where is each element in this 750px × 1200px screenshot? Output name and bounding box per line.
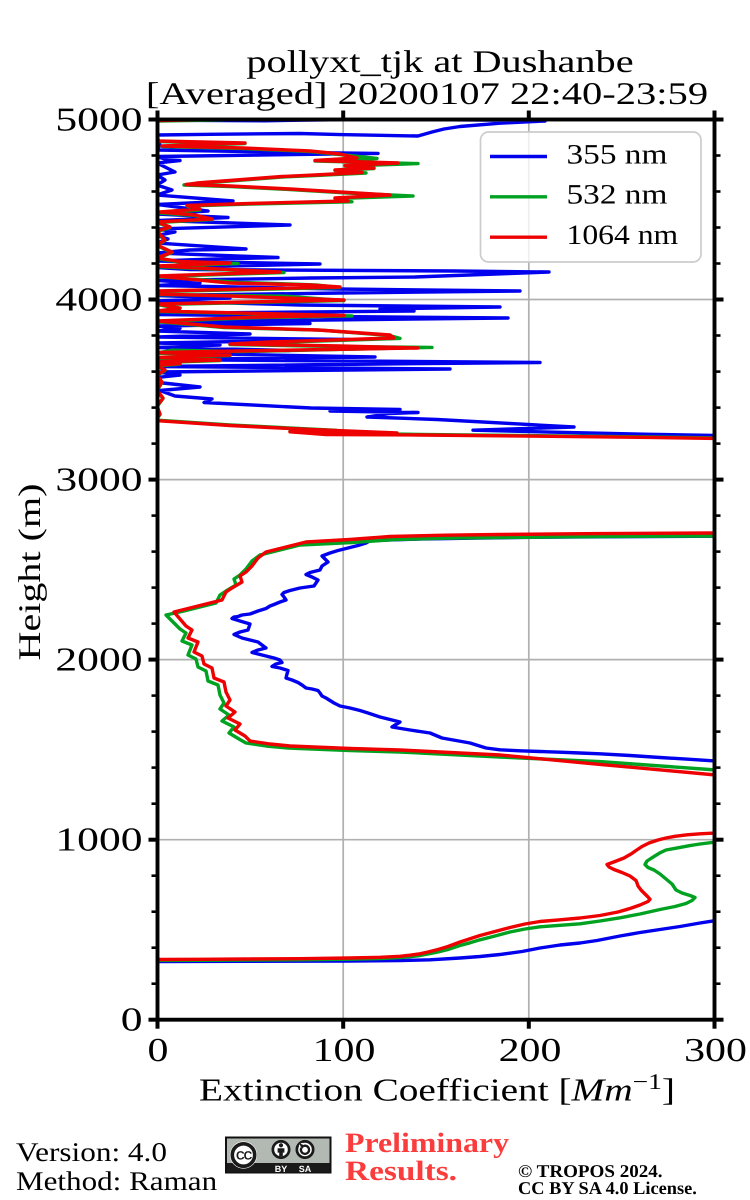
svg-text:2000: 2000 xyxy=(55,642,142,679)
svg-text:1000: 1000 xyxy=(55,822,142,859)
svg-text:CC: CC xyxy=(236,1149,253,1163)
svg-text:532 nm: 532 nm xyxy=(567,180,668,211)
svg-text:Version: 4.0: Version: 4.0 xyxy=(16,1137,167,1167)
svg-text:Method: Raman: Method: Raman xyxy=(16,1166,218,1196)
svg-text:1064 nm: 1064 nm xyxy=(567,220,679,251)
svg-text:Height (m): Height (m) xyxy=(12,484,47,661)
svg-text:200: 200 xyxy=(499,1032,562,1069)
svg-text:4000: 4000 xyxy=(55,282,142,319)
svg-text:© TROPOS 2024.: © TROPOS 2024. xyxy=(518,1161,663,1181)
svg-text:Extinction Coefficient [Mm−1]: Extinction Coefficient [Mm−1] xyxy=(199,1069,675,1108)
svg-text:100: 100 xyxy=(313,1032,376,1069)
svg-text:Results.: Results. xyxy=(345,1156,457,1187)
svg-text:CC BY SA 4.0 License.: CC BY SA 4.0 License. xyxy=(518,1178,697,1198)
svg-text:[Averaged] 20200107 22:40-23:5: [Averaged] 20200107 22:40-23:59 xyxy=(146,76,708,111)
svg-text:BY: BY xyxy=(275,1164,288,1174)
svg-text:0: 0 xyxy=(121,1002,143,1039)
svg-text:3000: 3000 xyxy=(55,462,142,499)
svg-text:SA: SA xyxy=(299,1164,312,1174)
svg-text:355 nm: 355 nm xyxy=(567,139,668,170)
svg-text:Preliminary: Preliminary xyxy=(345,1128,509,1159)
svg-text:5000: 5000 xyxy=(55,102,142,139)
svg-text:0: 0 xyxy=(148,1032,169,1069)
svg-text:pollyxt_tjk at Dushanbe: pollyxt_tjk at Dushanbe xyxy=(246,44,633,79)
svg-text:300: 300 xyxy=(684,1032,747,1069)
